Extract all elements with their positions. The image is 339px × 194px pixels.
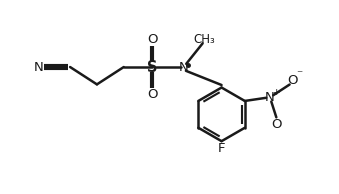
Text: CH₃: CH₃ (193, 33, 215, 46)
Text: S: S (147, 60, 157, 74)
Text: O: O (147, 33, 157, 46)
Text: +: + (272, 88, 279, 97)
Text: O: O (287, 74, 298, 87)
Text: O: O (272, 118, 282, 131)
Text: ⁻: ⁻ (296, 68, 302, 81)
Text: O: O (147, 88, 157, 101)
Text: N: N (265, 91, 275, 104)
Text: N: N (34, 61, 43, 74)
Text: F: F (218, 142, 225, 155)
Text: N: N (179, 61, 188, 74)
